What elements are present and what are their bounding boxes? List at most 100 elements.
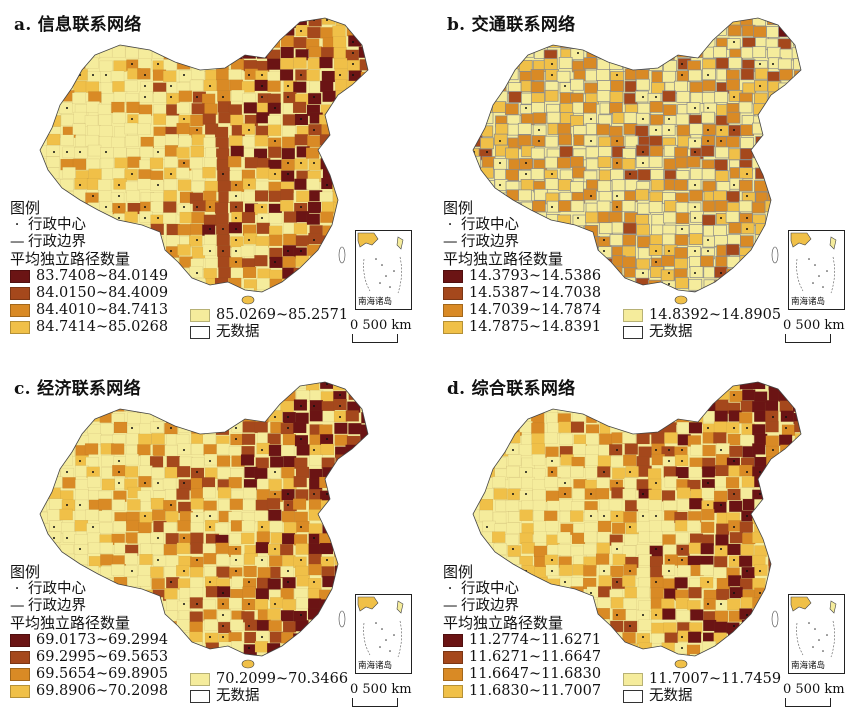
admin-center-dot — [300, 526, 302, 528]
admin-center-dot — [798, 537, 800, 539]
region-cell — [766, 124, 780, 137]
inset-label: 南海诸岛 — [791, 297, 826, 307]
region-cell — [215, 542, 229, 554]
admin-center-dot — [668, 118, 670, 120]
region-cell — [49, 498, 63, 510]
admin-center-dot — [300, 559, 302, 561]
admin-center-dot — [798, 173, 800, 175]
region-cell — [624, 18, 639, 27]
region-cell — [741, 476, 756, 488]
region-cell — [113, 60, 127, 72]
region-cell — [88, 37, 102, 50]
china-map-c — [39, 381, 388, 669]
admin-center-dot — [222, 96, 224, 98]
legend-nodata-label: 无数据 — [216, 688, 260, 704]
region-cell — [243, 18, 257, 26]
legend-class-row: 14.3793~14.5386 — [443, 268, 601, 285]
region-cell — [508, 477, 523, 489]
region-cell — [766, 487, 781, 500]
region-cell — [111, 167, 126, 180]
admin-center-dot — [53, 74, 55, 76]
region-cell — [190, 223, 204, 235]
region-cell — [727, 653, 741, 656]
region-cell — [793, 200, 801, 213]
region-cell — [373, 168, 386, 179]
admin-center-dot — [486, 52, 488, 54]
region-cell — [373, 381, 386, 392]
region-cell — [204, 180, 219, 193]
region-cell — [661, 520, 675, 532]
region-cell — [649, 145, 664, 158]
region-cell — [112, 464, 126, 477]
admin-center-dot — [538, 129, 540, 131]
region-cell — [255, 18, 269, 27]
region-cell — [531, 433, 545, 445]
region-cell — [767, 113, 782, 126]
region-cell — [482, 36, 496, 49]
region-cell — [729, 390, 743, 403]
region-cell — [176, 147, 190, 159]
admin-center-dot — [274, 416, 276, 418]
region-cell — [151, 543, 166, 556]
admin-center-dot — [694, 107, 696, 109]
admin-center-dot — [209, 636, 211, 638]
legend-class-row: 14.7039~14.7874 — [443, 302, 601, 319]
region-cell — [625, 466, 639, 478]
region-cell — [780, 410, 795, 422]
region-cell — [584, 82, 598, 95]
admin-center-dot — [209, 405, 211, 407]
region-cell — [504, 68, 519, 81]
region-cell — [345, 80, 360, 93]
region-cell — [152, 18, 166, 28]
admin-center-dot — [248, 19, 250, 21]
region-cell — [780, 566, 794, 579]
region-cell — [610, 400, 625, 413]
region-cell — [319, 269, 334, 281]
region-cell — [686, 102, 701, 114]
scale-label: 0 500 km — [350, 682, 412, 697]
admin-center-dot — [157, 559, 159, 561]
admin-center-dot — [499, 184, 501, 186]
admin-center-dot — [339, 19, 341, 21]
region-cell — [661, 233, 676, 246]
region-cell — [254, 190, 269, 202]
admin-center-dot — [352, 63, 354, 65]
region-cell — [218, 499, 232, 511]
region-cell — [700, 543, 714, 555]
admin-center-dot — [40, 537, 42, 539]
region-cell — [742, 82, 757, 95]
region-cell — [202, 543, 216, 555]
region-cell — [479, 433, 493, 445]
region-cell — [228, 477, 242, 489]
admin-center-dot — [655, 96, 657, 98]
region-cell — [545, 520, 559, 532]
region-cell — [714, 610, 729, 622]
nodata-swatch — [623, 690, 643, 703]
region-cell — [293, 57, 307, 69]
region-cell — [599, 266, 614, 279]
admin-center-dot — [473, 96, 475, 98]
region-cell — [202, 36, 216, 48]
region-cell — [495, 123, 509, 136]
region-cell — [334, 148, 348, 160]
region-cell — [97, 179, 112, 191]
region-cell — [636, 544, 650, 556]
region-cell — [190, 542, 204, 554]
admin-center-dot — [785, 625, 787, 627]
region-cell — [372, 434, 385, 445]
admin-center-dot — [378, 449, 380, 451]
region-cell — [332, 490, 346, 502]
region-cell — [124, 80, 138, 92]
region-cell — [358, 544, 368, 556]
region-cell — [254, 556, 269, 568]
region-cell — [216, 234, 230, 246]
region-cell — [229, 79, 244, 91]
region-cell — [375, 444, 388, 455]
legend-swatch — [190, 673, 210, 686]
region-cell — [805, 466, 818, 477]
legend-nodata-label: 无数据 — [649, 688, 693, 704]
region-cell — [40, 401, 48, 413]
admin-center-dot — [655, 482, 657, 484]
admin-center-dot — [707, 427, 709, 429]
region-cell — [792, 211, 801, 224]
